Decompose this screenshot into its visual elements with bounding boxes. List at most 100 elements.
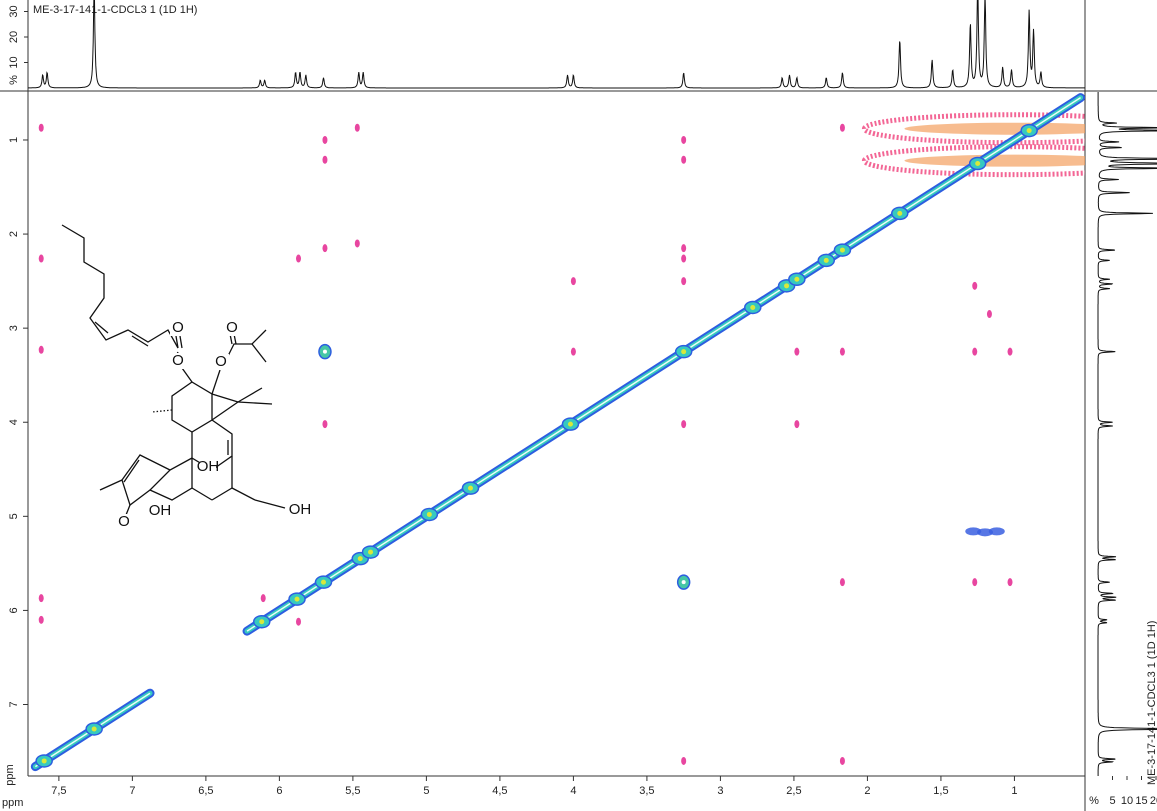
x-tick-label: 2 (864, 785, 870, 797)
molecule-structure (61, 224, 286, 516)
intensity-label: % (1089, 795, 1099, 807)
diagonal-peak-center (823, 257, 829, 263)
diagonal-peak-center (320, 579, 326, 585)
cross-peak (681, 756, 687, 765)
atom-label: O (172, 352, 184, 369)
cross-peak (988, 527, 1005, 536)
y-tick-label: 5 (8, 513, 20, 519)
intensity-tick-label: 10 (8, 56, 20, 68)
atom-bg (213, 354, 229, 370)
diagonal-peak-center (897, 210, 903, 216)
cross-peak (570, 277, 576, 286)
intensity-tick-label: 5 (1109, 795, 1115, 807)
x-tick-label: 3 (717, 785, 723, 797)
cross-peak (972, 578, 978, 587)
contour-plot (30, 93, 1085, 772)
top-spectrum (28, 0, 1085, 89)
right-spectrum (1097, 92, 1157, 776)
y-tick-label: 6 (8, 607, 20, 613)
x-tick-label: 5,5 (345, 785, 360, 797)
cross-peak (972, 281, 978, 290)
cross-peak (322, 244, 328, 253)
cross-peak (977, 528, 994, 537)
atom-bg (152, 503, 168, 519)
cross-peak (38, 345, 44, 354)
diagonal-peak-center (294, 596, 300, 602)
x-tick-label: 5 (423, 785, 429, 797)
cross-peak (839, 578, 845, 587)
cross-peak (38, 254, 44, 263)
strong-peak-center (681, 580, 686, 585)
diagonal-peak-center (784, 283, 790, 289)
diagonal-peak-center (839, 247, 845, 253)
diagonal-peak-center (794, 276, 800, 282)
cross-peak (681, 135, 687, 144)
y-tick-label: 4 (8, 419, 20, 425)
x-tick-label: 3,5 (639, 785, 654, 797)
cross-peak (322, 420, 328, 429)
x-tick-label: 6 (276, 785, 282, 797)
atom-bg (224, 320, 240, 336)
cross-peak (1007, 347, 1013, 356)
x-axis-label: ppm (2, 797, 23, 809)
atom-label: O (226, 319, 238, 336)
diagonal-peak-center (467, 485, 473, 491)
diagonal-peak-center (1026, 128, 1032, 134)
atom-label: OH (197, 458, 220, 475)
cross-peak (986, 310, 992, 319)
band-peak-core (904, 122, 1085, 135)
intensity-tick-label: 30 (8, 5, 20, 17)
diagonal-peak-center (41, 758, 47, 764)
cross-peak (38, 594, 44, 603)
cross-peak (965, 527, 982, 536)
cross-peak (794, 420, 800, 429)
cross-peak (570, 347, 576, 356)
cross-peak (681, 420, 687, 429)
cross-peak (839, 756, 845, 765)
intensity-label: % (8, 75, 20, 85)
band-peak-core (904, 154, 1085, 167)
y-axis-label: ppm (4, 764, 16, 785)
cross-peak (681, 244, 687, 253)
cross-peak (295, 617, 301, 626)
diagonal-peak-center (975, 161, 981, 167)
diagonal-peak-center (681, 349, 687, 355)
cross-peak (322, 155, 328, 164)
cross-peak (839, 347, 845, 356)
x-tick-label: 4,5 (492, 785, 507, 797)
x-tick-label: 1,5 (933, 785, 948, 797)
atom-label: OH (149, 502, 172, 519)
y-tick-label: 7 (8, 701, 20, 707)
atom-bg (170, 320, 186, 336)
strong-peak-center (322, 349, 327, 354)
cross-peak (322, 135, 328, 144)
atom-label: O (215, 353, 227, 370)
x-tick-label: 4 (570, 785, 576, 797)
x-tick-label: 7,5 (51, 785, 66, 797)
diagonal-peak-center (357, 556, 363, 562)
atom-bg (116, 514, 132, 530)
intensity-tick-label: 10 (1121, 795, 1133, 807)
x-tick-label: 7 (129, 785, 135, 797)
atom-bg (292, 502, 308, 518)
atom-label: O (118, 513, 130, 530)
cross-peak (681, 155, 687, 164)
y-tick-label: 2 (8, 231, 20, 237)
intensity-tick-label: 20 (8, 31, 20, 43)
cross-peak (681, 277, 687, 286)
x-tick-label: 2,5 (786, 785, 801, 797)
atom-bg (200, 459, 216, 475)
cross-peak (354, 239, 360, 248)
cross-peak (38, 123, 44, 132)
band-peak (861, 144, 1085, 178)
cross-peak (354, 123, 360, 132)
diagonal-peak-center (426, 511, 432, 517)
diagonal-peak-center (567, 421, 573, 427)
cross-peak (38, 615, 44, 624)
atom-label: O (172, 319, 184, 336)
diagonal-peak-center (259, 619, 265, 625)
y-tick-label: 1 (8, 137, 20, 143)
cross-peak (681, 254, 687, 263)
intensity-tick-label: 15 (1135, 795, 1147, 807)
